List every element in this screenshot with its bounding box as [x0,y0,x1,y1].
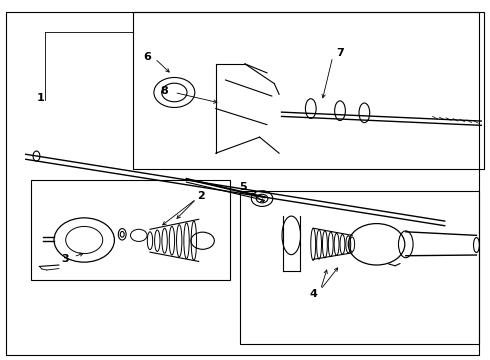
Text: 5: 5 [239,182,246,192]
Bar [30,180,230,280]
Text: 2: 2 [197,191,205,201]
Bar [240,191,479,344]
Text: 3: 3 [61,253,69,264]
Text: 7: 7 [336,48,344,58]
Text: 4: 4 [309,289,317,299]
Bar [133,12,484,169]
Text: 8: 8 [161,86,169,96]
Text: 6: 6 [144,52,151,62]
Text: 1: 1 [36,93,44,103]
